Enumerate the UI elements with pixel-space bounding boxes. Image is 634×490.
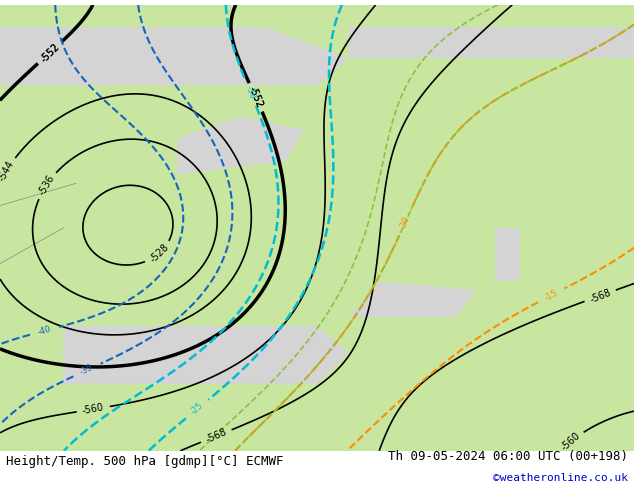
Text: Th 09-05-2024 06:00 UTC (00+198): Th 09-05-2024 06:00 UTC (00+198) [387, 450, 628, 463]
Text: -544: -544 [0, 159, 16, 183]
Polygon shape [0, 27, 349, 85]
Polygon shape [349, 27, 634, 58]
Text: -536: -536 [36, 173, 56, 197]
Text: -560: -560 [82, 402, 105, 416]
Polygon shape [178, 116, 304, 174]
Text: -30: -30 [244, 85, 257, 101]
Text: -552: -552 [39, 41, 61, 64]
Polygon shape [495, 228, 520, 281]
Text: -560: -560 [559, 431, 582, 453]
Text: ©weatheronline.co.uk: ©weatheronline.co.uk [493, 473, 628, 483]
Text: -568: -568 [588, 287, 612, 304]
Text: -25: -25 [189, 401, 205, 417]
Polygon shape [349, 281, 476, 317]
Text: -15: -15 [543, 288, 559, 302]
Text: Height/Temp. 500 hPa [gdmp][°C] ECMWF: Height/Temp. 500 hPa [gdmp][°C] ECMWF [6, 455, 284, 468]
Text: -40: -40 [37, 324, 52, 337]
Polygon shape [63, 326, 349, 384]
Text: -568: -568 [204, 427, 228, 445]
Text: -20: -20 [398, 215, 412, 231]
Text: -552: -552 [247, 85, 264, 110]
Text: -35: -35 [79, 363, 95, 377]
Text: -552: -552 [247, 85, 264, 110]
Text: -528: -528 [148, 242, 171, 265]
Text: -552: -552 [39, 41, 61, 64]
